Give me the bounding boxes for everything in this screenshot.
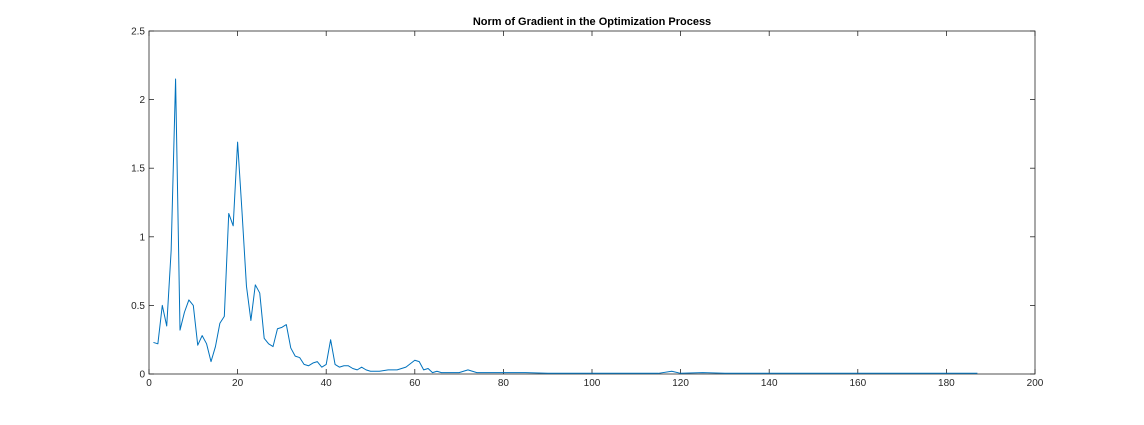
x-tick-label: 80 <box>498 378 510 389</box>
x-tick-label: 180 <box>938 378 955 389</box>
x-axis-ticks: 0 20 40 60 80 100 120 140 160 180 200 <box>146 31 1044 389</box>
x-tick-label: 160 <box>849 378 866 389</box>
x-tick-label: 0 <box>146 378 152 389</box>
y-tick-label: 1.5 <box>131 164 145 175</box>
y-axis-ticks: 0 0.5 1 1.5 2 2.5 <box>131 27 1035 381</box>
y-tick-label: 2.5 <box>131 27 145 38</box>
x-tick-label: 120 <box>672 378 689 389</box>
y-tick-label: 0 <box>139 370 145 381</box>
series-line <box>153 78 978 374</box>
y-tick-label: 2 <box>139 95 145 106</box>
x-tick-label: 60 <box>409 378 421 389</box>
x-tick-label: 40 <box>321 378 333 389</box>
chart-title: Norm of Gradient in the Optimization Pro… <box>473 16 711 28</box>
x-tick-label: 20 <box>232 378 244 389</box>
plot-area <box>148 30 1036 375</box>
x-tick-label: 100 <box>584 378 601 389</box>
series-layer <box>153 78 978 374</box>
x-tick-label: 140 <box>761 378 778 389</box>
y-tick-label: 0.5 <box>131 301 145 312</box>
axes-box <box>148 30 1036 375</box>
x-tick-label: 200 <box>1027 378 1044 389</box>
y-tick-label: 1 <box>139 232 145 243</box>
